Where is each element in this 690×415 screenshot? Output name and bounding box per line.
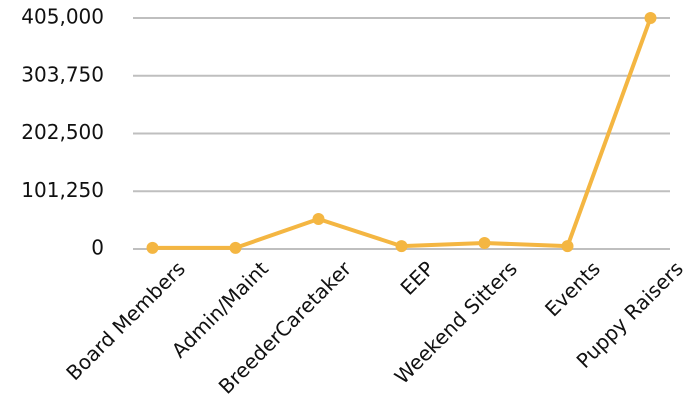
- x-tick-label: Board Members: [61, 256, 190, 385]
- y-tick-label: 303,750: [21, 62, 104, 86]
- x-tick-label: EEP: [396, 256, 439, 299]
- point: [478, 237, 491, 250]
- y-tick-label: 0: [91, 236, 104, 260]
- point: [312, 212, 325, 225]
- point: [561, 240, 574, 253]
- point: [395, 240, 408, 253]
- y-tick-label: 202,500: [21, 120, 104, 144]
- point: [146, 241, 159, 254]
- point: [229, 241, 242, 254]
- point: [644, 12, 657, 24]
- y-tick-label: 101,250: [21, 178, 104, 202]
- x-tick-label: Events: [540, 256, 605, 321]
- y-tick-label: 405,000: [21, 5, 104, 29]
